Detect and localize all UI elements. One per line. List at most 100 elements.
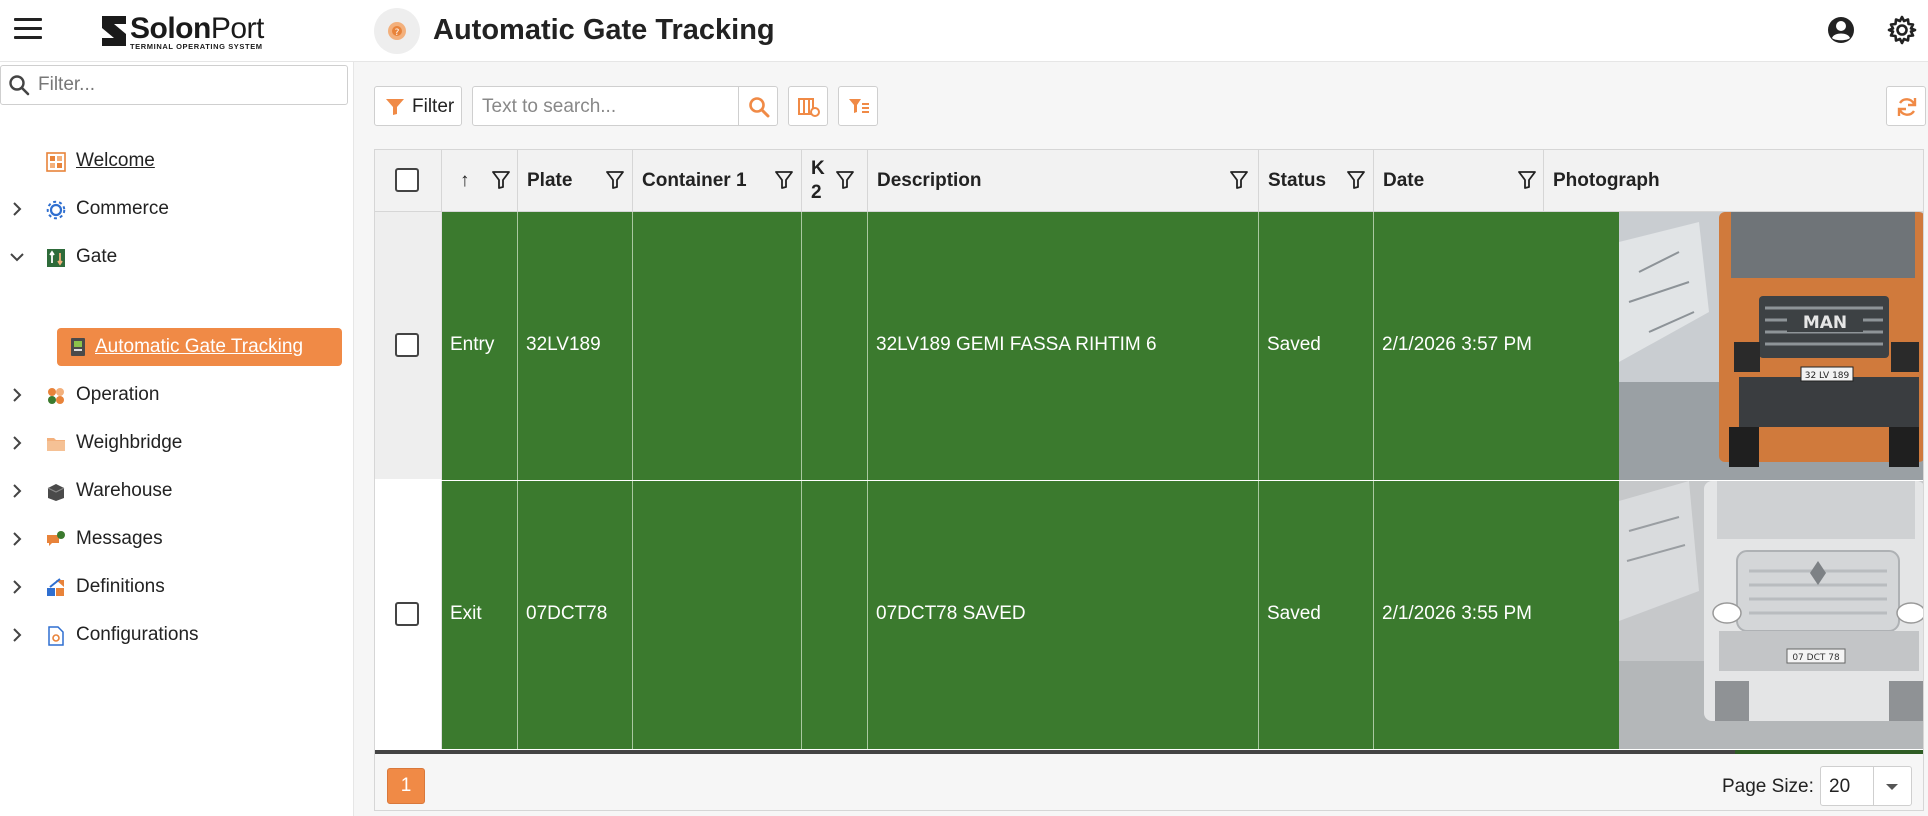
sidebar-item-label: Weighbridge: [76, 432, 183, 453]
sort-arrow-icon[interactable]: ↑: [460, 170, 470, 191]
top-bar: SolonPort TERMINAL OPERATING SYSTEM ? Au…: [0, 0, 1928, 62]
sidebar-item-warehouse[interactable]: Warehouse: [0, 471, 348, 511]
cell-date: 2/1/2026 3:55 PM: [1382, 603, 1532, 624]
cell-status: Saved: [1259, 481, 1374, 749]
sidebar-item-label: Operation: [76, 384, 160, 405]
page-title: Automatic Gate Tracking: [433, 14, 775, 46]
sidebar-item-messages[interactable]: Messages: [0, 519, 348, 559]
advanced-filter-button[interactable]: [838, 86, 878, 126]
sidebar-item-label: Automatic Gate Tracking: [95, 336, 304, 357]
sidebar: Welcome Commerce Gate Automatic Gate Tra…: [0, 62, 354, 816]
sidebar-item-label: Commerce: [76, 198, 169, 219]
horizontal-scrollbar[interactable]: [375, 750, 1735, 754]
column-header-label: Date: [1383, 170, 1425, 191]
hamburger-icon[interactable]: [14, 18, 42, 44]
row-checkbox[interactable]: [395, 602, 419, 626]
account-icon[interactable]: [1826, 15, 1856, 45]
table-row[interactable]: Entry 32LV189 32LV189 GEMI FASSA RIHTIM …: [375, 212, 1923, 480]
logo: SolonPort TERMINAL OPERATING SYSTEM: [100, 12, 300, 51]
page-button-current[interactable]: 1: [387, 768, 425, 804]
sidebar-item-operation[interactable]: Operation: [0, 375, 348, 415]
row-highlight: [442, 212, 1619, 480]
column-header-photograph[interactable]: Photograph: [1544, 150, 1923, 212]
gear-icon[interactable]: [1887, 15, 1917, 45]
license-plate-text: 32 LV 189: [1805, 371, 1850, 381]
row-highlight: [442, 481, 1619, 749]
document-icon: [71, 338, 85, 356]
column-header-label: Container 1: [642, 170, 747, 191]
sidebar-item-definitions[interactable]: Definitions: [0, 567, 348, 607]
sidebar-item-automatic-gate-tracking[interactable]: Automatic Gate Tracking: [57, 328, 342, 366]
truck-photo[interactable]: 07 DCT 78: [1619, 481, 1923, 749]
svg-text:?: ?: [395, 28, 400, 38]
column-settings-icon: [798, 98, 820, 117]
column-filter-icon[interactable]: [1230, 170, 1248, 190]
cell-container1: [633, 481, 802, 749]
cell-date: 2/1/2026 3:57 PM: [1382, 334, 1532, 355]
select-all-checkbox[interactable]: [395, 168, 419, 192]
logo-bold: Solon: [130, 12, 211, 45]
sidebar-item-commerce[interactable]: Commerce: [0, 189, 348, 229]
column-filter-icon[interactable]: [606, 170, 624, 190]
column-header-date[interactable]: Date: [1374, 150, 1544, 212]
select-all-header: [375, 150, 442, 212]
column-filter-icon[interactable]: [1518, 170, 1536, 190]
column-header-label: Plate: [527, 170, 573, 191]
cell-status: Saved: [1259, 212, 1374, 480]
sidebar-item-label: Definitions: [76, 576, 165, 597]
gate-icon: [47, 249, 65, 267]
sidebar-item-configurations[interactable]: Configurations: [0, 615, 348, 655]
filter-button[interactable]: Filter: [374, 86, 462, 126]
chevron-right-icon[interactable]: [8, 200, 26, 218]
logo-tagline: TERMINAL OPERATING SYSTEM: [130, 42, 263, 51]
column-filter-icon[interactable]: [1347, 170, 1365, 190]
chevron-right-icon[interactable]: [8, 434, 26, 452]
sidebar-item-label: Messages: [76, 528, 163, 549]
column-filter-icon[interactable]: [492, 170, 510, 190]
table-row[interactable]: Exit 07DCT78 07DCT78 SAVED Saved 2/1/202…: [375, 481, 1923, 749]
search-input[interactable]: [482, 94, 730, 120]
chevron-down-icon[interactable]: [8, 248, 26, 266]
license-plate-text: 07 DCT 78: [1792, 653, 1840, 663]
chevron-right-icon[interactable]: [8, 386, 26, 404]
chevron-right-icon[interactable]: [8, 482, 26, 500]
row-checkbox[interactable]: [395, 333, 419, 357]
sidebar-item-welcome[interactable]: Welcome: [0, 141, 348, 181]
truck-photo[interactable]: MAN 32 LV 189: [1619, 212, 1923, 480]
dashboard-icon: [46, 152, 66, 172]
column-header-direction[interactable]: ↑: [442, 150, 518, 212]
column-header-description[interactable]: Description: [868, 150, 1259, 212]
search-button[interactable]: [738, 86, 778, 126]
cell-plate: 32LV189: [518, 212, 633, 480]
sidebar-filter: [0, 65, 348, 105]
sidebar-item-weighbridge[interactable]: Weighbridge: [0, 423, 348, 463]
definitions-icon: [47, 578, 64, 596]
cell-direction: Exit: [442, 481, 518, 749]
column-header-container1[interactable]: Container 1: [633, 150, 802, 212]
cell-container1: [633, 212, 802, 480]
chevron-right-icon[interactable]: [8, 626, 26, 644]
search-icon: [749, 97, 770, 118]
grid-footer: 1 Page Size: 20: [375, 750, 1923, 810]
chevron-right-icon[interactable]: [8, 578, 26, 596]
refresh-button[interactable]: [1886, 86, 1926, 126]
column-filter-icon[interactable]: [775, 170, 793, 190]
column-header-status[interactable]: Status: [1259, 150, 1374, 212]
sidebar-item-gate[interactable]: Gate: [0, 237, 348, 277]
chevron-down-icon[interactable]: [1885, 782, 1899, 792]
filter-list-icon: [849, 99, 869, 113]
sidebar-filter-input[interactable]: [38, 72, 338, 98]
logo-mark-icon: [102, 16, 126, 46]
page-size-select[interactable]: 20: [1820, 766, 1912, 806]
column-header-label: Description: [877, 170, 982, 191]
truck-brand-text: MAN: [1803, 313, 1847, 333]
chevron-right-icon[interactable]: [8, 530, 26, 548]
column-header-plate[interactable]: Plate: [518, 150, 633, 212]
column-filter-icon[interactable]: [836, 170, 854, 190]
logo-light: Port: [210, 12, 265, 45]
column-chooser-button[interactable]: [788, 86, 828, 126]
